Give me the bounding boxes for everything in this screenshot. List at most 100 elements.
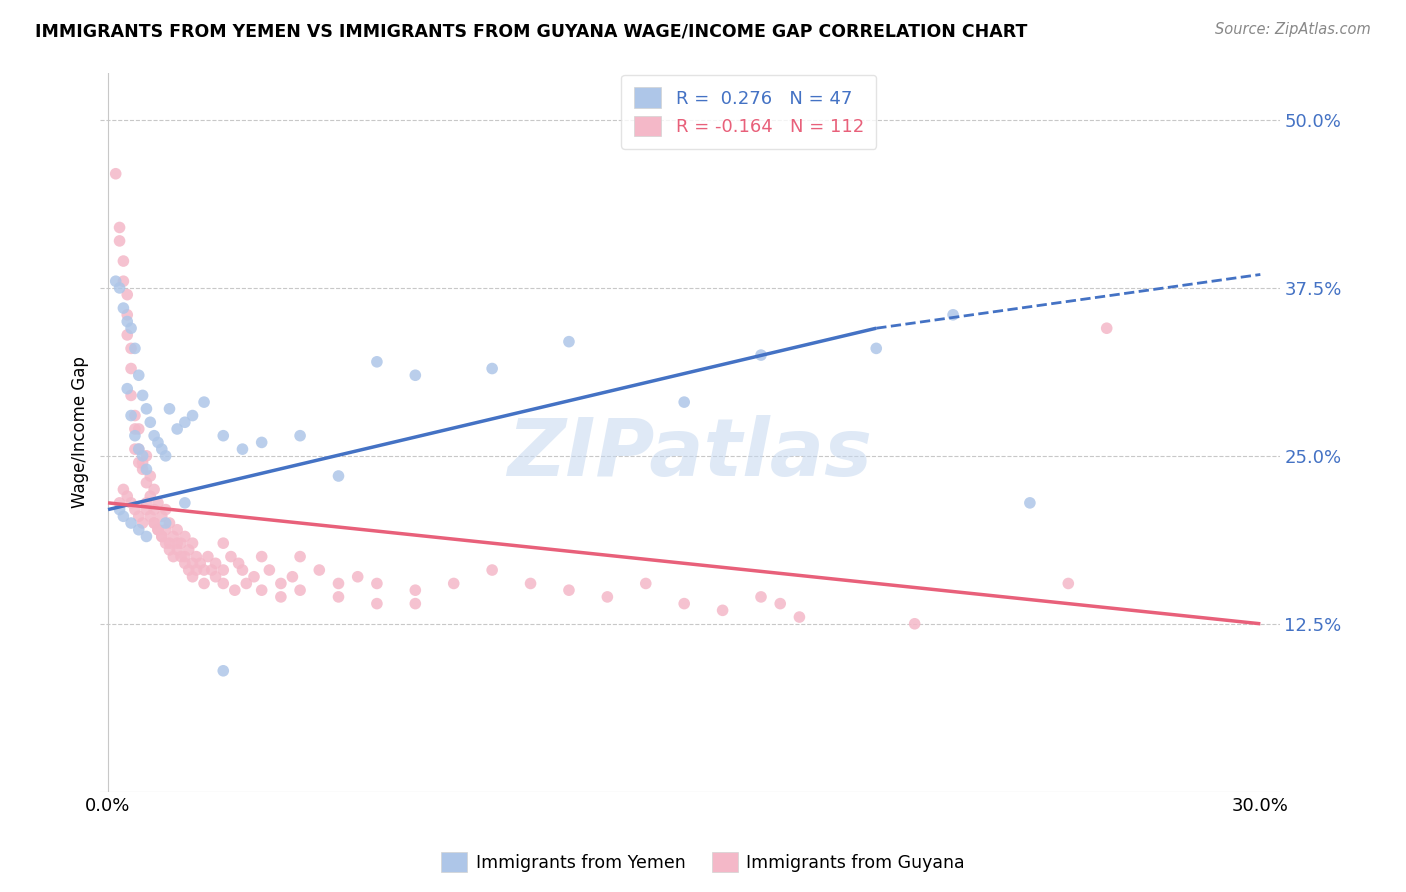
- Point: [115, 287, 138, 301]
- Point: [108, 234, 131, 248]
- Point: [128, 523, 150, 537]
- Point: [128, 442, 150, 457]
- Point: [115, 327, 138, 342]
- Point: [173, 549, 195, 564]
- Point: [128, 442, 150, 457]
- Point: [231, 442, 253, 457]
- Point: [124, 502, 146, 516]
- Point: [673, 395, 696, 409]
- Point: [181, 570, 204, 584]
- Point: [128, 422, 150, 436]
- Point: [135, 462, 157, 476]
- Point: [177, 563, 200, 577]
- Point: [404, 583, 426, 598]
- Point: [181, 536, 204, 550]
- Point: [366, 355, 388, 369]
- Point: [404, 368, 426, 383]
- Point: [162, 549, 184, 564]
- Point: [112, 254, 135, 268]
- Point: [139, 489, 162, 503]
- Point: [115, 308, 138, 322]
- Point: [177, 542, 200, 557]
- Point: [146, 496, 169, 510]
- Point: [159, 542, 181, 557]
- Text: ZIPatlas: ZIPatlas: [508, 415, 873, 493]
- Point: [1018, 496, 1040, 510]
- Point: [155, 502, 177, 516]
- Point: [634, 576, 657, 591]
- Point: [942, 308, 965, 322]
- Point: [159, 401, 181, 416]
- Point: [173, 529, 195, 543]
- Point: [150, 509, 173, 524]
- Point: [104, 274, 127, 288]
- Point: [166, 542, 188, 557]
- Point: [135, 502, 157, 516]
- Point: [219, 549, 242, 564]
- Point: [108, 220, 131, 235]
- Point: [366, 576, 388, 591]
- Point: [308, 563, 330, 577]
- Point: [250, 435, 273, 450]
- Point: [112, 274, 135, 288]
- Point: [159, 516, 181, 530]
- Point: [139, 469, 162, 483]
- Point: [212, 563, 235, 577]
- Point: [1057, 576, 1080, 591]
- Point: [112, 509, 135, 524]
- Point: [155, 536, 177, 550]
- Point: [135, 401, 157, 416]
- Point: [281, 570, 304, 584]
- Point: [250, 549, 273, 564]
- Point: [150, 442, 173, 457]
- Point: [108, 496, 131, 510]
- Point: [1095, 321, 1118, 335]
- Point: [115, 314, 138, 328]
- Point: [131, 388, 153, 402]
- Point: [159, 536, 181, 550]
- Point: [404, 597, 426, 611]
- Point: [481, 563, 503, 577]
- Point: [124, 409, 146, 423]
- Point: [131, 456, 153, 470]
- Point: [328, 469, 350, 483]
- Point: [135, 475, 157, 490]
- Point: [201, 563, 224, 577]
- Point: [162, 529, 184, 543]
- Point: [143, 483, 166, 497]
- Point: [120, 496, 142, 510]
- Point: [193, 395, 215, 409]
- Point: [259, 563, 281, 577]
- Point: [673, 597, 696, 611]
- Point: [558, 583, 581, 598]
- Point: [120, 388, 142, 402]
- Point: [115, 489, 138, 503]
- Point: [124, 442, 146, 457]
- Point: [131, 516, 153, 530]
- Point: [197, 549, 219, 564]
- Point: [115, 382, 138, 396]
- Point: [865, 342, 887, 356]
- Point: [143, 516, 166, 530]
- Point: [346, 570, 368, 584]
- Point: [288, 583, 311, 598]
- Legend: Immigrants from Yemen, Immigrants from Guyana: Immigrants from Yemen, Immigrants from G…: [434, 845, 972, 879]
- Y-axis label: Wage/Income Gap: Wage/Income Gap: [72, 357, 89, 508]
- Point: [193, 576, 215, 591]
- Point: [120, 409, 142, 423]
- Point: [328, 576, 350, 591]
- Point: [150, 529, 173, 543]
- Point: [186, 563, 208, 577]
- Point: [170, 549, 193, 564]
- Point: [270, 590, 292, 604]
- Point: [204, 570, 226, 584]
- Point: [143, 516, 166, 530]
- Point: [150, 529, 173, 543]
- Point: [155, 516, 177, 530]
- Point: [108, 502, 131, 516]
- Point: [155, 523, 177, 537]
- Text: Source: ZipAtlas.com: Source: ZipAtlas.com: [1215, 22, 1371, 37]
- Point: [124, 428, 146, 442]
- Point: [155, 449, 177, 463]
- Point: [250, 583, 273, 598]
